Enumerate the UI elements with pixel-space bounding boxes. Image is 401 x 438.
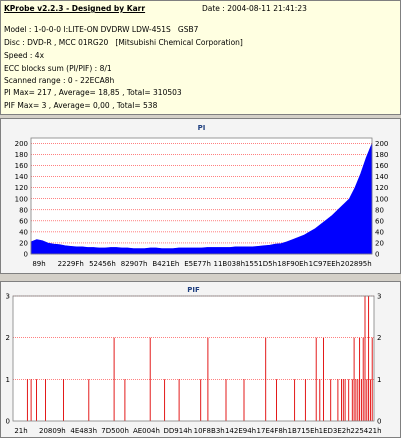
pi-chart-panel: PI 0 0 20 20 40 40 60 60 80 80 100 100 120 120 140 140 16…: [0, 118, 401, 274]
y-tick-label-right: 120: [375, 184, 388, 192]
y-tick-label-right: 3: [377, 293, 381, 301]
x-tick-label: 1551D5h: [245, 260, 277, 268]
y-tick-label-right: 100: [375, 195, 388, 203]
x-tick-label: 142E94h: [225, 427, 256, 435]
app-title: KProbe v2.2.3 - Designed by Karr: [4, 4, 146, 13]
y-tick-label-right: 0: [375, 251, 379, 259]
chart-title: PIF: [187, 286, 200, 294]
pif-chart: PIF 0 0 1 1 2 2 3 3 21h 20809h 4E483h 7D500h AE004h DD…: [6, 286, 382, 435]
x-tick-label: 2229Fh: [58, 260, 84, 268]
x-tick-label: E5E77h: [184, 260, 211, 268]
y-tick-label-right: 200: [375, 140, 388, 148]
y-tick-label-left: 140: [15, 173, 28, 181]
y-tick-label-right: 0: [377, 418, 381, 426]
y-tick-label-right: 20: [375, 239, 384, 247]
x-tick-label: 7D500h: [101, 427, 129, 435]
x-tick-label: 20809h: [39, 427, 66, 435]
x-tick-label: 202895h: [341, 260, 372, 268]
scan-speed: Speed : 4x: [4, 51, 45, 60]
x-tick-label: 52456h: [89, 260, 116, 268]
y-tick-label-right: 80: [375, 206, 384, 214]
y-tick-label-right: 140: [375, 173, 388, 181]
pif-chart-panel: PIF 0 0 1 1 2 2 3 3 21h 20809h 4E483h 7D500h AE004h DD…: [0, 281, 401, 438]
info-panel: KProbe v2.2.3 - Designed by Karr Date : …: [0, 0, 401, 115]
y-tick-label-right: 1: [377, 376, 381, 384]
y-tick-label-left: 3: [6, 293, 10, 301]
y-tick-label-left: 80: [19, 206, 28, 214]
y-tick-label-right: 40: [375, 228, 384, 236]
y-tick-label-right: 2: [377, 334, 381, 342]
pi-chart: PI 0 0 20 20 40 40 60 60 80 80 100 100 120 120 140 140 16…: [15, 124, 389, 268]
x-tick-label: 1ED3E2h: [319, 427, 351, 435]
y-tick-label-right: 160: [375, 162, 388, 170]
x-tick-label: 225421h: [350, 427, 381, 435]
x-tick-label: 21h: [14, 427, 27, 435]
plot-border: [30, 137, 373, 255]
y-tick-label-left: 20: [19, 239, 28, 247]
x-tick-label: DD914h: [164, 427, 193, 435]
x-tick-label: 11B038h: [214, 260, 246, 268]
scanned-range: Scanned range : 0 - 22ECA8h: [4, 76, 115, 85]
pi-series-area: [30, 143, 373, 255]
x-tick-label: 82907h: [121, 260, 148, 268]
plot-border: [12, 295, 375, 422]
y-tick-label-left: 0: [6, 418, 10, 426]
x-tick-label: 4E483h: [70, 427, 97, 435]
y-tick-label-left: 1: [6, 376, 10, 384]
y-tick-label-left: 0: [24, 251, 28, 259]
drive-model: Model : 1-0-0-0 I:LITE-ON DVDRW LDW-451S…: [4, 25, 199, 34]
y-tick-label-right: 180: [375, 151, 388, 159]
x-tick-label: 10F8B3h: [194, 427, 225, 435]
y-tick-label-left: 40: [19, 228, 28, 236]
disc-info: Disc : DVD-R , MCC 01RG20 [Mitsubishi Ch…: [4, 38, 243, 47]
scan-date: Date : 2004-08-11 21:41:23: [202, 4, 307, 13]
y-tick-label-left: 60: [19, 217, 28, 225]
x-tick-label: AE004h: [133, 427, 160, 435]
x-tick-label: 18F90Eh: [277, 260, 308, 268]
x-tick-label: 89h: [32, 260, 45, 268]
y-tick-label-left: 180: [15, 151, 28, 159]
plot-area: [13, 296, 374, 421]
x-tick-label: B421Eh: [152, 260, 179, 268]
y-tick-label-left: 100: [15, 195, 28, 203]
ecc-sum: ECC blocks sum (PI/PIF) : 8/1: [4, 64, 112, 73]
x-tick-label: 1C97EEh: [309, 260, 341, 268]
x-tick-label: 1B715Eh: [288, 427, 319, 435]
y-tick-label-left: 120: [15, 184, 28, 192]
y-tick-label-left: 200: [15, 140, 28, 148]
x-tick-label: 17E4F8h: [257, 427, 288, 435]
pif-stats: PIF Max= 3 , Average= 0,00 , Total= 538: [4, 101, 158, 110]
y-tick-label-right: 60: [375, 217, 384, 225]
y-tick-label-left: 160: [15, 162, 28, 170]
pi-stats: PI Max= 217 , Average= 18,85 , Total= 31…: [4, 88, 182, 97]
y-tick-label-left: 2: [6, 334, 10, 342]
chart-title: PI: [198, 124, 206, 132]
